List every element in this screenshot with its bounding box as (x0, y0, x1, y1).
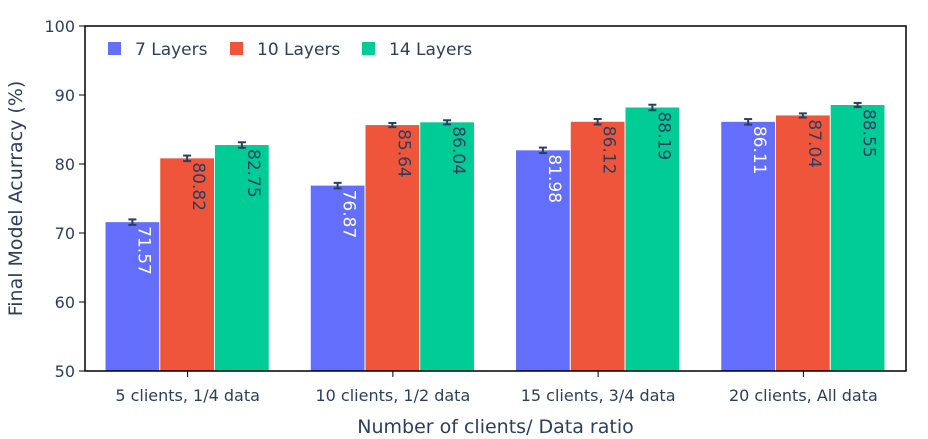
y-tick-label: 90 (55, 86, 75, 105)
plot-frame (84, 25, 907, 372)
bar[interactable] (310, 185, 365, 371)
bar[interactable] (830, 105, 885, 371)
bar[interactable] (105, 222, 160, 371)
bar-value-label: 81.98 (544, 154, 564, 203)
bar[interactable] (721, 121, 776, 371)
bar[interactable] (214, 145, 269, 371)
bar-value-label: 82.75 (243, 149, 263, 198)
bar[interactable] (365, 125, 420, 371)
bar-value-label: 80.82 (188, 162, 208, 211)
bar-value-label: 86.04 (448, 126, 468, 175)
legend-item[interactable]: 14 Layers (362, 40, 472, 60)
y-tick-label: 80 (55, 155, 75, 174)
x-tick-label: 20 clients, All data (729, 386, 878, 405)
y-tick-label: 50 (55, 362, 75, 381)
legend[interactable]: 7 Layers 10 Layers 14 Layers (108, 40, 472, 60)
legend-label: 10 Layers (257, 40, 340, 60)
bar-value-label: 88.55 (859, 109, 879, 158)
legend-label: 7 Layers (135, 40, 208, 60)
bar[interactable] (776, 115, 830, 371)
y-tick-label: 100 (44, 17, 75, 36)
legend-item[interactable]: 10 Layers (230, 40, 340, 60)
x-tick-label: 5 clients, 1/4 data (115, 386, 260, 405)
bars-layer: 71.57 76.87 81.98 86.11 80.82 85.64 86.12 87.04… (105, 101, 885, 371)
legend-swatch (230, 42, 243, 55)
bar-value-label: 76.87 (339, 190, 359, 239)
series-10-layers: 80.82 85.64 86.12 87.04 (160, 112, 830, 371)
series-14-layers: 82.75 86.04 88.19 88.55 (214, 101, 885, 371)
bar-value-label: 88.19 (653, 111, 673, 160)
x-tick-label: 15 clients, 3/4 data (521, 386, 676, 405)
series-7-layers: 71.57 76.87 81.98 86.11 (105, 118, 776, 371)
y-axis-title: Final Model Acurracy (%) (5, 81, 27, 317)
legend-item[interactable]: 7 Layers (108, 40, 208, 60)
x-axis-title: Number of clients/ Data ratio (357, 416, 633, 438)
bar[interactable] (516, 150, 570, 371)
bar-value-label: 86.12 (599, 126, 619, 175)
legend-swatch (108, 42, 121, 55)
bar[interactable] (420, 122, 474, 371)
y-tick-label: 60 (55, 293, 75, 312)
bar-value-label: 71.57 (133, 226, 153, 275)
bar[interactable] (625, 107, 680, 371)
legend-swatch (362, 42, 375, 55)
legend-label: 14 Layers (389, 40, 472, 60)
bar-value-label: 87.04 (804, 119, 824, 168)
y-axis: 50 60 70 80 90 100 (44, 17, 85, 381)
x-axis: 5 clients, 1/4 data 10 clients, 1/2 data 1… (115, 371, 878, 405)
y-tick-label: 70 (55, 224, 75, 243)
bar[interactable] (160, 158, 214, 371)
x-tick-label: 10 clients, 1/2 data (315, 386, 470, 405)
bar[interactable] (570, 121, 625, 371)
bar-value-label: 86.11 (749, 126, 769, 175)
bar-value-label: 85.64 (393, 129, 413, 178)
